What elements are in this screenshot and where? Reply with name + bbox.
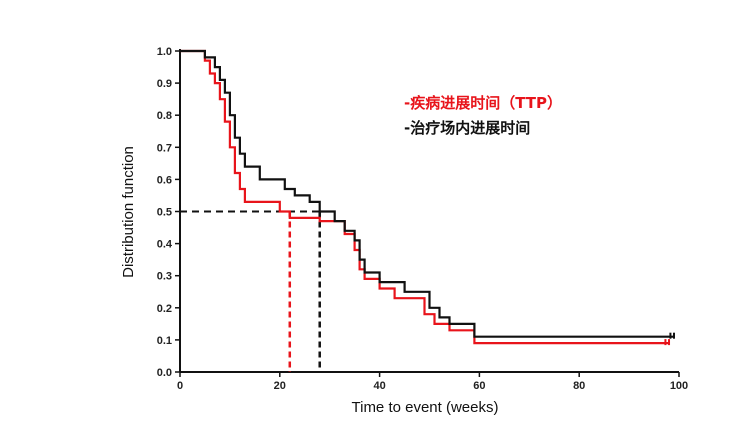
y-tick-label: 0.1 — [157, 335, 172, 347]
y-tick-label: 0.9 — [157, 78, 172, 90]
x-tick-label: 100 — [670, 380, 688, 392]
y-tick-label: 1.0 — [157, 46, 172, 58]
legend-field-progression: -治疗场内进展时间 — [404, 119, 530, 137]
reference-lines — [180, 210, 321, 372]
series-line-2 — [180, 49, 674, 338]
x-tick-label: 60 — [473, 380, 485, 392]
series — [180, 49, 676, 346]
series-line-1 — [180, 49, 669, 345]
y-tick-label: 0.6 — [157, 174, 172, 186]
y-tick-label: 0.0 — [157, 367, 172, 379]
x-tick-label: 20 — [274, 380, 286, 392]
legend-ttp: -疾病进展时间（TTP） — [404, 94, 562, 112]
y-tick-label: 0.4 — [157, 239, 173, 251]
y-tick-label: 0.7 — [157, 142, 172, 154]
x-axis-title: Time to event (weeks) — [352, 399, 499, 416]
y-axis-title: Distribution function — [120, 146, 137, 278]
y-tick-label: 0.2 — [157, 303, 172, 315]
x-tick-label: 80 — [573, 380, 585, 392]
tick-labels: 0.0 0.1 0.2 0.3 0.4 0.5 0.6 0.7 0.8 0.9 1.0 0 20 40 60… — [157, 46, 688, 392]
y-tick-label: 0.8 — [157, 110, 172, 122]
y-tick-label: 0.5 — [157, 207, 172, 219]
x-tick-label: 40 — [373, 380, 385, 392]
y-tick-label: 0.3 — [157, 271, 172, 283]
x-tick-label: 0 — [177, 380, 183, 392]
